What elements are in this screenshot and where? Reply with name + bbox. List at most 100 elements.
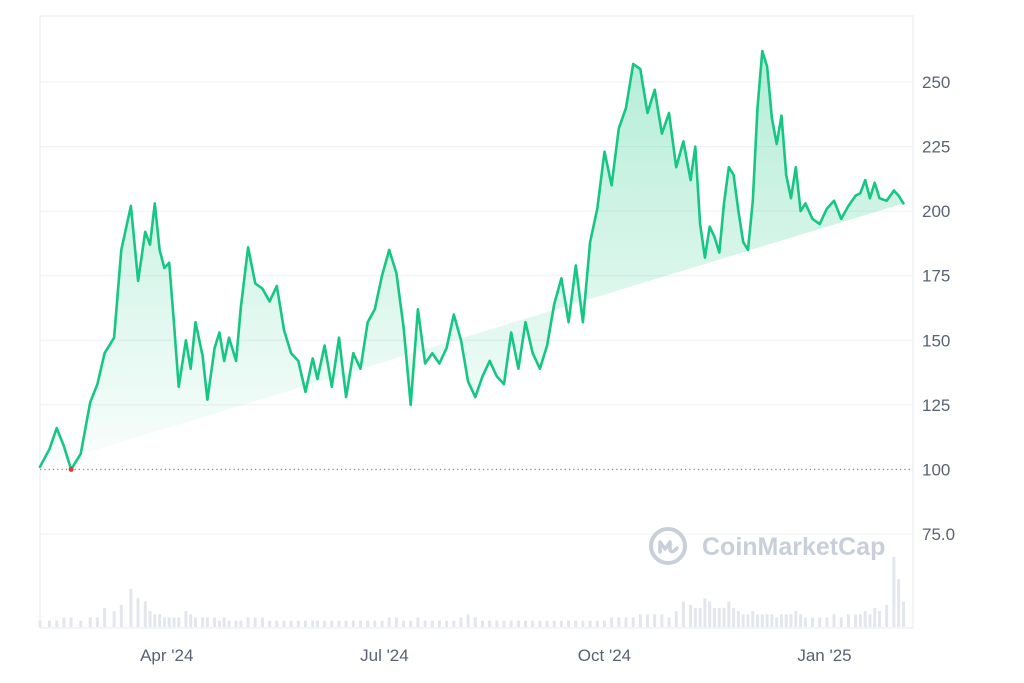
volume-bar [524,620,528,627]
price-point [811,218,813,220]
volume-bar [892,557,896,627]
volume-bar [854,614,858,627]
price-point [158,249,160,251]
volume-bar [760,614,764,627]
price-point [173,321,175,323]
volume-bar [770,614,774,627]
price-point [766,65,768,67]
volume-bar [741,614,745,627]
price-point [103,352,105,354]
price-point [819,223,821,225]
volume-bar [846,614,850,627]
volume-bar [466,614,470,627]
price-point [610,184,612,186]
price-point [603,151,605,153]
volume-bar [402,620,406,627]
volume-bar [727,601,731,627]
volume-bar [885,604,889,627]
volume-bar [296,620,300,627]
volume-bar [351,620,355,627]
volume-bar [480,620,484,627]
volume-bar [610,617,614,627]
price-point [228,337,230,339]
price-point [689,179,691,181]
volume-bar [38,620,42,627]
volume-bar [337,620,341,627]
volume-bar [495,620,499,627]
y-tick-label: 100 [922,460,950,479]
price-point [189,367,191,369]
plot-frame [39,15,914,629]
price-point [474,396,476,398]
price-point [771,117,773,119]
price-point [704,256,706,258]
volume-bar [184,611,188,627]
volume-bar [311,620,315,627]
volume-bar [751,611,755,627]
price-point [268,300,270,302]
volume-bar [897,579,901,627]
volume-bar [437,620,441,627]
volume-bar [148,611,152,627]
price-point [639,68,641,70]
price-point [366,321,368,323]
x-tick-label: Jul '24 [360,646,409,665]
volume-bar [366,620,370,627]
volume-bar [153,614,157,627]
price-point [290,352,292,354]
volume-bar [581,620,585,627]
volume-bar [811,617,815,627]
volume-bar [275,620,279,627]
price-point [795,166,797,168]
volume-bar [473,617,477,627]
volume-bar [79,620,83,627]
volume-bar [88,617,92,627]
price-point [503,383,505,385]
price-point [178,386,180,388]
price-point [48,448,50,450]
price-point [261,287,263,289]
price-point [56,427,58,429]
price-point [668,112,670,114]
price-point [747,249,749,251]
price-point [718,251,720,253]
volume-bar [832,614,836,627]
volume-bar [452,620,456,627]
price-point [410,404,412,406]
volume-bar [765,614,769,627]
price-point [388,249,390,251]
price-point [283,329,285,331]
volume-bar [380,620,384,627]
price-point [625,107,627,109]
price-point [582,321,584,323]
volume-bar [538,620,542,627]
y-tick-label: 200 [922,202,950,221]
volume-bar [394,617,398,627]
volume-bar [531,620,535,627]
volume-bar [803,617,807,627]
volume-bar [430,620,434,627]
y-tick-label: 250 [922,73,950,92]
volume-bar [112,611,116,627]
price-point [417,308,419,310]
price-point [331,386,333,388]
price-point [63,445,65,447]
volume-bar [246,617,250,627]
price-point [460,339,462,341]
price-point [194,321,196,323]
volume-bar [193,617,197,627]
price-point [675,166,677,168]
y-tick-label: 175 [922,267,950,286]
volume-bar [136,598,140,627]
price-point [742,241,744,243]
volume-bar [315,620,319,627]
volume-bar [674,611,678,627]
volume-bar [516,620,520,627]
volume-bar [825,617,829,627]
price-point [201,355,203,357]
price-point [89,401,91,403]
volume-bar [631,617,635,627]
volume-bar [689,604,693,627]
price-point [218,331,220,333]
